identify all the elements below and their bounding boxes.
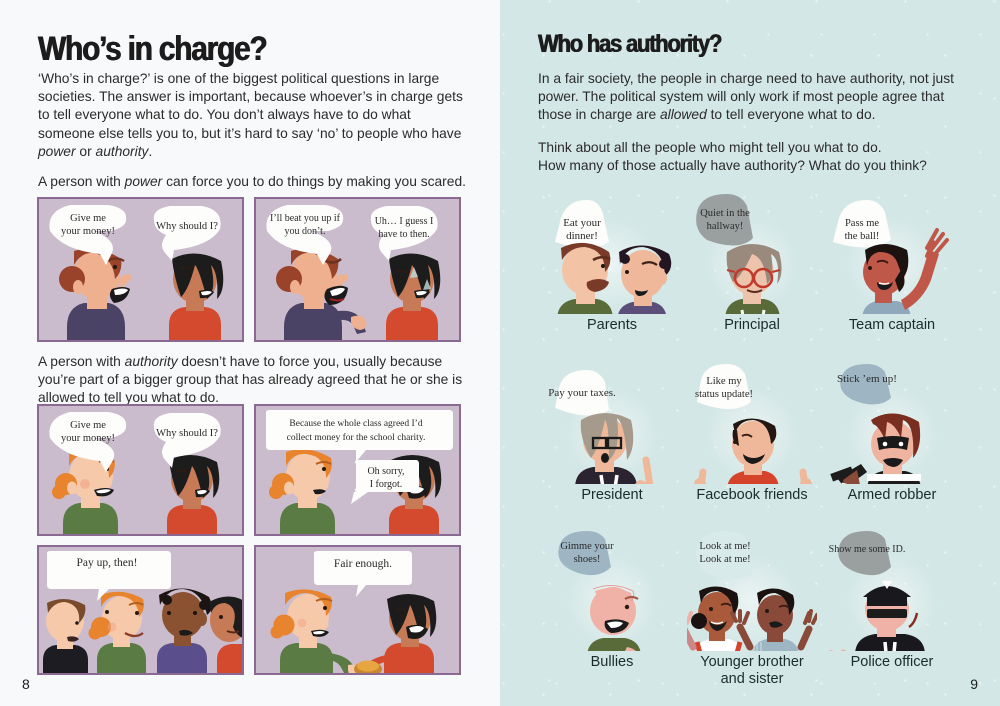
svg-text:your money!: your money! xyxy=(61,226,115,237)
svg-text:Like my: Like my xyxy=(706,376,742,387)
svg-text:collect money for the school c: collect money for the school charity. xyxy=(287,432,426,443)
svg-text:Pass me: Pass me xyxy=(845,218,879,229)
svg-text:status update!: status update! xyxy=(695,389,753,400)
svg-text:Eat your: Eat your xyxy=(563,217,601,229)
svg-text:Why should I?: Why should I? xyxy=(156,428,218,439)
svg-text:Pay up, then!: Pay up, then! xyxy=(76,557,137,569)
svg-text:have to then.: have to then. xyxy=(378,229,429,240)
svg-text:Oh sorry,: Oh sorry, xyxy=(367,466,404,477)
svg-text:you don’t.: you don’t. xyxy=(285,226,326,237)
svg-text:Uh… I guess I: Uh… I guess I xyxy=(375,216,434,227)
svg-text:your money!: your money! xyxy=(61,433,115,444)
svg-text:Quiet in the: Quiet in the xyxy=(700,208,750,219)
svg-text:Why should I?: Why should I? xyxy=(156,221,218,232)
svg-text:Look at me!: Look at me! xyxy=(699,541,750,552)
svg-text:dinner!: dinner! xyxy=(566,230,598,242)
svg-text:Because the whole class agreed: Because the whole class agreed I’d xyxy=(289,419,422,429)
svg-text:Gimme your: Gimme your xyxy=(560,541,614,552)
svg-text:Fair enough.: Fair enough. xyxy=(334,558,392,570)
svg-text:Look at me!: Look at me! xyxy=(699,554,750,565)
svg-text:Pay your taxes.: Pay your taxes. xyxy=(548,387,616,399)
svg-text:Show me some ID.: Show me some ID. xyxy=(829,544,906,555)
svg-text:Stick ’em up!: Stick ’em up! xyxy=(837,373,897,385)
svg-text:Give me: Give me xyxy=(70,420,106,431)
svg-text:Give me: Give me xyxy=(70,213,106,224)
svg-text:shoes!: shoes! xyxy=(574,554,601,565)
svg-text:I’ll beat you up if: I’ll beat you up if xyxy=(270,213,341,224)
svg-text:I forgot.: I forgot. xyxy=(370,479,403,490)
svg-text:hallway!: hallway! xyxy=(707,221,744,232)
svg-text:the ball!: the ball! xyxy=(845,231,880,242)
